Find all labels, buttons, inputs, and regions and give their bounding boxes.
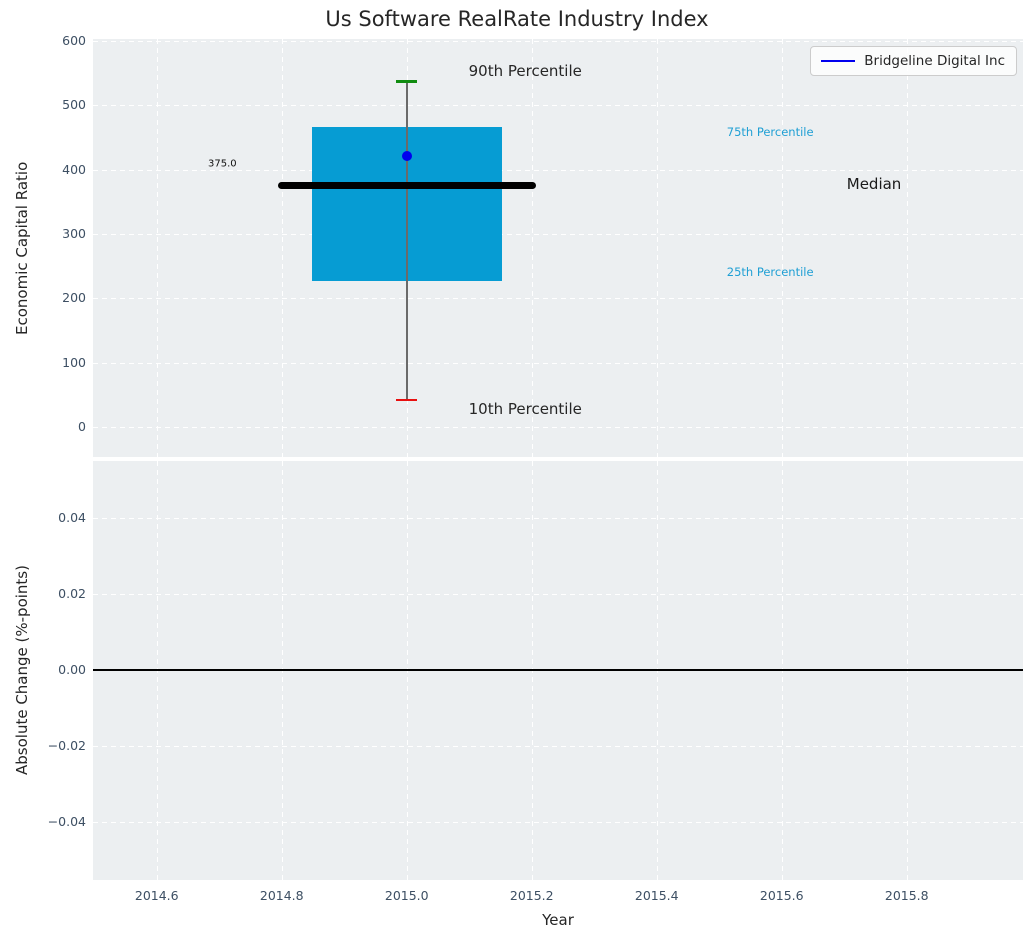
bottom-y-tick-label: −0.02 (47, 737, 86, 753)
gridline-vertical (781, 39, 783, 457)
gridline-vertical (156, 39, 158, 457)
bottom-y-tick-label: 0.04 (58, 509, 86, 525)
x-tick-label: 2015.6 (759, 888, 804, 903)
x-tick-label: 2015.2 (509, 888, 554, 903)
gridline-horizontal (93, 169, 1023, 171)
gridline-horizontal (93, 427, 1023, 429)
bottom-y-tick-label: −0.04 (47, 813, 86, 829)
top-y-tick-label: 300 (62, 226, 86, 241)
x-tick-label: 2015.4 (634, 888, 679, 903)
whisker-cap-10th (396, 398, 418, 402)
x-tick-label: 2015.0 (384, 888, 429, 903)
annotation-median: Median (846, 174, 902, 193)
zero-line (93, 668, 1023, 671)
gridline-horizontal (93, 745, 1023, 747)
x-axis-label: Year (542, 911, 574, 929)
top-y-tick-label: 600 (62, 32, 86, 48)
gridline-horizontal (93, 362, 1023, 364)
gridline-vertical (906, 39, 908, 457)
bottom-axes-absolute-change (93, 461, 1023, 880)
annotation-375-0: 375.0 (208, 158, 237, 170)
annotation-10th-percentile: 10th Percentile (468, 400, 582, 418)
chart-title: Us Software RealRate Industry Index (325, 7, 709, 31)
x-tick-label: 2014.8 (259, 888, 304, 903)
top-y-tick-label: 500 (62, 97, 86, 113)
gridline-horizontal (93, 593, 1023, 595)
top-y-tick-label: 100 (62, 354, 86, 370)
legend-label: Bridgeline Digital Inc (864, 53, 1005, 69)
bottom-y-tick-label: 0.02 (58, 585, 86, 601)
company-point (401, 150, 412, 161)
legend: Bridgeline Digital Inc (810, 46, 1017, 76)
gridline-vertical (281, 39, 283, 457)
gridline-horizontal (93, 40, 1023, 42)
gridline-vertical (531, 39, 533, 457)
gridline-horizontal (93, 517, 1023, 519)
legend-line-sample (821, 60, 856, 62)
annotation-75th-percentile: 75th Percentile (726, 124, 814, 139)
bottom-y-tick-label: 0.00 (58, 661, 86, 677)
x-tick-label: 2014.6 (134, 888, 179, 903)
gridline-horizontal (93, 298, 1023, 300)
whisker-line (406, 81, 408, 400)
annotation-90th-percentile: 90th Percentile (468, 62, 582, 81)
gridline-vertical (656, 39, 658, 457)
gridline-horizontal (93, 105, 1023, 107)
top-y-tick-label: 200 (62, 290, 86, 306)
whisker-cap-90th (396, 80, 418, 83)
top-y-tick-label: 400 (62, 161, 86, 177)
top-y-tick-label: 0 (78, 419, 86, 435)
top-axes-economic-capital-ratio: Bridgeline Digital Inc 90th Percentile 75… (93, 39, 1023, 457)
annotation-25th-percentile: 25th Percentile (726, 264, 814, 279)
x-tick-label: 2015.8 (884, 888, 929, 903)
gridline-horizontal (93, 234, 1023, 235)
median-line (278, 182, 536, 190)
gridline-horizontal (93, 821, 1023, 823)
